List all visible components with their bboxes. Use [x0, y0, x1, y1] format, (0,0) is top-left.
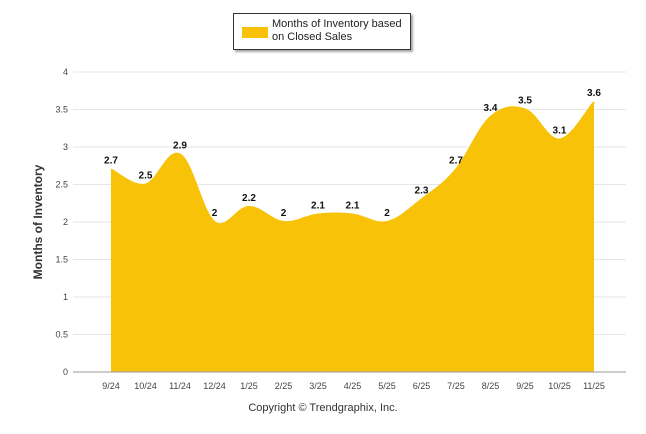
legend-swatch: [242, 27, 268, 38]
data-label: 3.4: [484, 103, 498, 114]
x-tick-label: 2/25: [275, 381, 293, 391]
copyright-text: Copyright © Trendgraphix, Inc.: [248, 402, 398, 414]
y-tick-label: 4: [63, 67, 68, 77]
data-labels: 2.7 2.5 2.9 2 2.2 2 2.1 2.1 2 2.3 2.7 3.4 3.5 3.1 3.6: [104, 88, 601, 219]
data-label: 2.5: [139, 171, 153, 182]
x-tick-label: 8/25: [482, 381, 500, 391]
y-tick-label: 1.5: [55, 255, 68, 265]
data-label: 2.9: [173, 141, 187, 152]
data-label: 2.2: [242, 193, 256, 204]
x-tick-label: 11/24: [169, 381, 191, 391]
legend-label: Months of Inventory based on Closed Sale…: [272, 18, 402, 43]
x-tick-label: 10/25: [548, 381, 571, 391]
data-label: 3.6: [587, 88, 601, 99]
data-label: 2.7: [104, 156, 118, 167]
data-label: 2: [384, 208, 390, 219]
data-label: 3.1: [553, 126, 567, 137]
x-tick-label: 1/25: [240, 381, 258, 391]
data-label: 2: [212, 208, 218, 219]
data-label: 2.1: [346, 201, 360, 212]
y-tick-label: 2.5: [55, 180, 68, 190]
x-tick-label: 3/25: [309, 381, 327, 391]
x-tick-label: 9/25: [516, 381, 534, 391]
x-tick-label: 6/25: [413, 381, 431, 391]
x-tick-label: 11/25: [583, 381, 605, 391]
data-label: 2.7: [449, 156, 463, 167]
y-tick-label: 3.5: [55, 105, 68, 115]
area-series-line: [110, 101, 595, 226]
y-tick-label: 0.5: [55, 330, 68, 340]
x-tick-label: 9/24: [102, 381, 120, 391]
x-tick-label: 5/25: [378, 381, 396, 391]
legend: Months of Inventory based on Closed Sale…: [233, 13, 411, 50]
y-axis-title: Months of Inventory: [31, 164, 45, 279]
data-label: 2.1: [311, 201, 325, 212]
area-series-fill: [111, 102, 594, 372]
data-label: 2: [281, 208, 287, 219]
y-tick-label: 3: [63, 142, 68, 152]
y-tick-labels: 0 0.5 1 1.5 2 2.5 3 3.5 4: [55, 67, 68, 377]
y-tick-label: 0: [63, 367, 68, 377]
data-label: 2.3: [415, 186, 429, 197]
y-tick-label: 1: [63, 292, 68, 302]
data-label: 3.5: [518, 96, 532, 107]
x-tick-label: 4/25: [344, 381, 362, 391]
x-tick-label: 12/24: [203, 381, 226, 391]
x-tick-label: 10/24: [134, 381, 157, 391]
x-tick-labels: 9/24 10/24 11/24 12/24 1/25 2/25 3/25 4/25 5/25 6…: [102, 381, 605, 391]
x-tick-label: 7/25: [447, 381, 465, 391]
y-tick-label: 2: [63, 217, 68, 227]
